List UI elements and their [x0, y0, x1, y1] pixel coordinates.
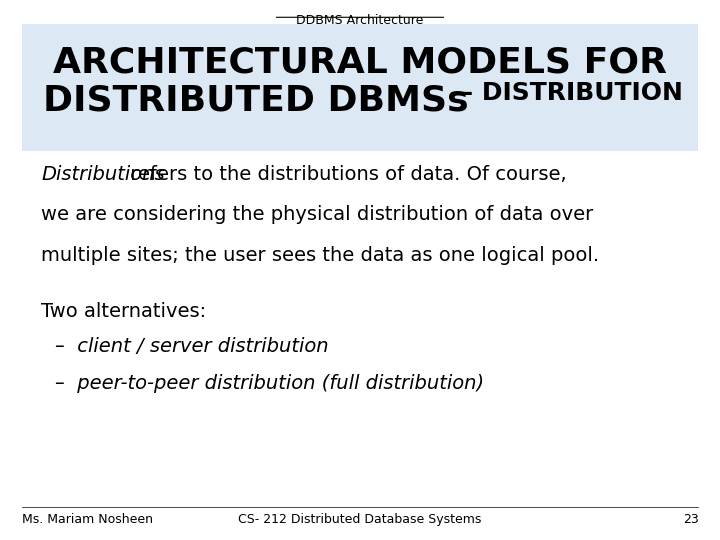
Text: refers to the distributions of data. Of course,: refers to the distributions of data. Of … — [124, 165, 567, 184]
Text: CS- 212 Distributed Database Systems: CS- 212 Distributed Database Systems — [238, 513, 482, 526]
Text: ARCHITECTURAL MODELS FOR: ARCHITECTURAL MODELS FOR — [53, 46, 667, 80]
Text: Ms. Mariam Nosheen: Ms. Mariam Nosheen — [22, 513, 153, 526]
Text: –  peer-to-peer distribution (full distribution): – peer-to-peer distribution (full distri… — [55, 374, 485, 393]
Text: –  client / server distribution: – client / server distribution — [55, 338, 329, 356]
Text: Two alternatives:: Two alternatives: — [41, 302, 206, 321]
FancyBboxPatch shape — [22, 24, 698, 151]
Text: DDBMS Architecture: DDBMS Architecture — [297, 14, 423, 26]
Text: - DISTRIBUTION: - DISTRIBUTION — [454, 81, 683, 105]
Text: DISTRIBUTED DBMSs: DISTRIBUTED DBMSs — [42, 84, 469, 118]
Text: Distributions: Distributions — [41, 165, 165, 184]
Text: 23: 23 — [683, 513, 698, 526]
Text: multiple sites; the user sees the data as one logical pool.: multiple sites; the user sees the data a… — [41, 246, 599, 265]
Text: we are considering the physical distribution of data over: we are considering the physical distribu… — [41, 205, 593, 224]
